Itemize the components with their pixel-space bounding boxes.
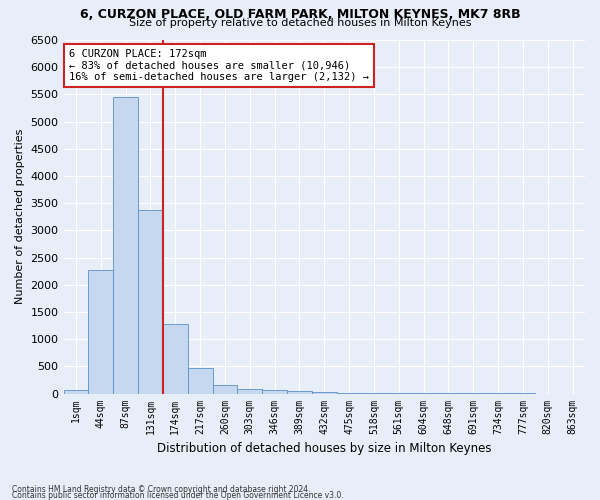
Bar [64, 390, 88, 394]
Text: Contains public sector information licensed under the Open Government Licence v3: Contains public sector information licen… [12, 490, 344, 500]
Bar [138, 210, 163, 394]
Text: Size of property relative to detached houses in Milton Keynes: Size of property relative to detached ho… [129, 18, 471, 28]
X-axis label: Distribution of detached houses by size in Milton Keynes: Distribution of detached houses by size … [157, 442, 491, 455]
Bar [88, 270, 113, 394]
Bar [337, 392, 362, 394]
Y-axis label: Number of detached properties: Number of detached properties [15, 129, 25, 304]
Text: 6, CURZON PLACE, OLD FARM PARK, MILTON KEYNES, MK7 8RB: 6, CURZON PLACE, OLD FARM PARK, MILTON K… [80, 8, 520, 20]
Bar [163, 324, 188, 394]
Bar [362, 393, 386, 394]
Text: Contains HM Land Registry data © Crown copyright and database right 2024.: Contains HM Land Registry data © Crown c… [12, 485, 311, 494]
Bar [113, 97, 138, 394]
Bar [238, 389, 262, 394]
Bar [287, 392, 312, 394]
Bar [188, 368, 212, 394]
Text: 6 CURZON PLACE: 172sqm
← 83% of detached houses are smaller (10,946)
16% of semi: 6 CURZON PLACE: 172sqm ← 83% of detached… [69, 49, 369, 82]
Bar [212, 385, 238, 394]
Bar [262, 390, 287, 394]
Bar [312, 392, 337, 394]
